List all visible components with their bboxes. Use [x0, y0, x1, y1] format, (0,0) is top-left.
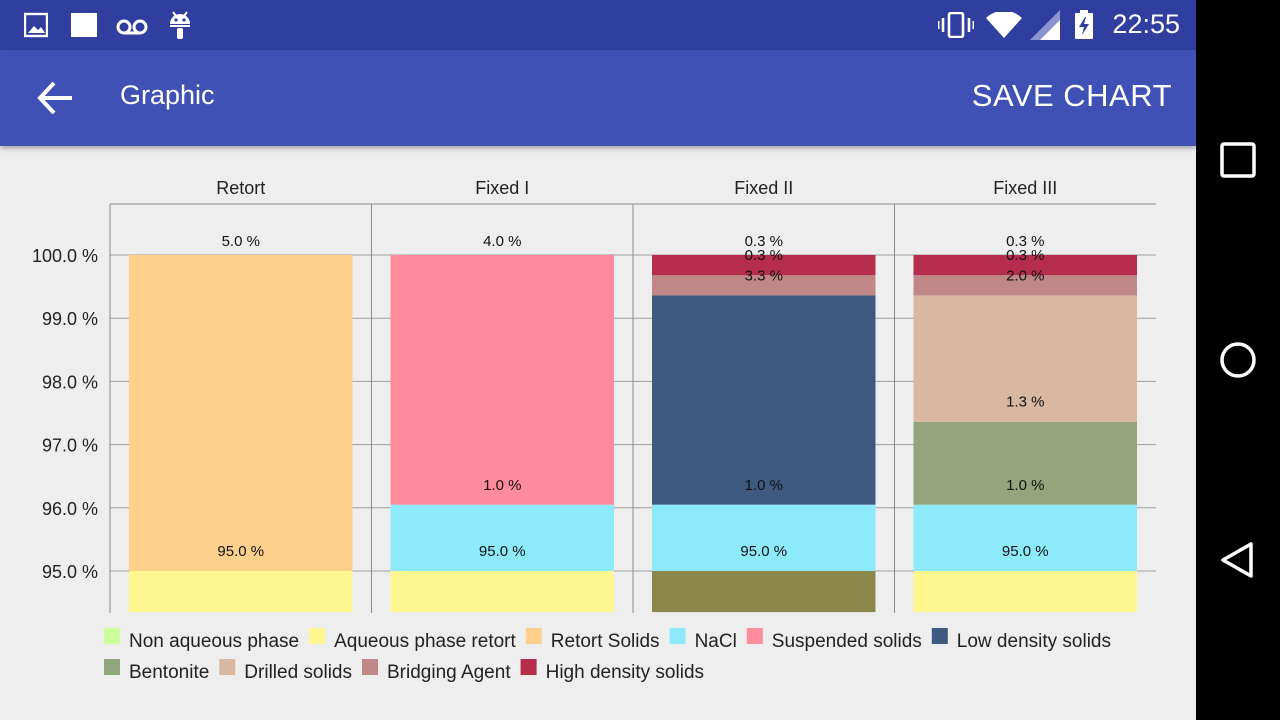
bar-segment — [913, 255, 1137, 276]
legend-label: Low density solids — [957, 631, 1111, 652]
bar-segment — [390, 504, 614, 571]
bar-segment — [913, 504, 1137, 571]
legend-label: Aqueous phase retort — [334, 631, 516, 652]
status-time: 22:55 — [1112, 9, 1180, 39]
voicemail-icon — [116, 19, 148, 35]
legend-label: Bridging Agent — [387, 662, 511, 683]
category-label: Fixed II — [734, 178, 793, 198]
legend-label: Suspended solids — [772, 631, 922, 652]
data-label: 0.3 % — [1006, 247, 1044, 264]
data-label: 1.0 % — [745, 477, 783, 494]
home-icon[interactable] — [1214, 336, 1262, 384]
legend-label: NaCl — [695, 631, 737, 652]
status-bar: 22:55 — [0, 0, 1196, 50]
data-label: 95.0 % — [479, 543, 526, 560]
legend-swatch — [104, 628, 120, 644]
bar-segment — [913, 571, 1137, 613]
bar-segment — [390, 571, 614, 613]
data-label: 3.3 % — [745, 267, 783, 284]
legend-swatch — [104, 659, 120, 675]
app-bar: Graphic SAVE CHART — [0, 50, 1196, 146]
bar-segment — [652, 295, 876, 505]
data-label: 1.0 % — [483, 477, 521, 494]
data-label: 1.0 % — [1006, 477, 1044, 494]
legend-label: Bentonite — [129, 662, 209, 683]
legend-swatch — [520, 659, 537, 675]
android-icon — [170, 11, 190, 39]
bar-segment — [129, 571, 353, 613]
category-label: Fixed III — [993, 178, 1057, 198]
legend-swatch — [309, 628, 326, 644]
stacked-bar-chart: 95.0 % 96.0 % 97.0 % 98.0 % 99.0 % 100.0 % Ret… — [0, 146, 1196, 720]
wifi-icon — [986, 12, 1022, 38]
legend-label: Retort Solids — [551, 631, 660, 652]
back-button[interactable] — [28, 72, 84, 124]
bar-segment — [913, 275, 1137, 296]
category-label: Fixed I — [475, 178, 529, 198]
bar-total-label: 0.3 % — [1006, 233, 1044, 250]
bar-total-label: 5.0 % — [222, 233, 260, 250]
legend-label: Drilled solids — [244, 662, 352, 683]
data-label: 95.0 % — [217, 543, 264, 560]
chart-svg: 95.0 % 96.0 % 97.0 % 98.0 % 99.0 % 100.0 % Ret… — [32, 178, 1156, 683]
data-label: 95.0 % — [740, 543, 787, 560]
bar-segment — [913, 295, 1137, 422]
bar-segment — [652, 571, 876, 613]
save-chart-button[interactable]: SAVE CHART — [971, 78, 1172, 113]
bar-segment — [652, 504, 876, 571]
app-screen: 22:55 Graphic SAVE CHART 95.0 % 96.0 % 97.… — [0, 0, 1196, 720]
legend-swatch — [746, 628, 763, 644]
arrow-back-icon — [37, 81, 72, 115]
data-label: 1.3 % — [1006, 394, 1044, 411]
legend-swatch — [362, 659, 378, 675]
page-title: Graphic — [120, 80, 215, 110]
signal-icon — [1030, 10, 1060, 40]
y-tick-label: 100.0 % — [32, 246, 98, 266]
bar-total-label: 0.3 % — [745, 233, 783, 250]
navigation-bar — [1196, 0, 1280, 720]
bar-total-label: 4.0 % — [483, 233, 521, 250]
category-label: Retort — [216, 178, 265, 198]
bar-segment — [129, 255, 353, 571]
legend-label: Non aqueous phase — [129, 631, 299, 652]
y-tick-label: 98.0 % — [42, 372, 98, 392]
y-tick-label: 96.0 % — [42, 499, 98, 519]
y-tick-label: 97.0 % — [42, 436, 98, 456]
back-triangle-icon[interactable] — [1214, 536, 1262, 584]
legend-swatch — [525, 628, 542, 644]
data-label: 95.0 % — [1002, 543, 1049, 560]
vibrate-icon — [938, 12, 974, 38]
y-tick-label: 95.0 % — [42, 562, 98, 582]
battery-charging-icon — [1075, 10, 1093, 39]
bar-segment — [652, 275, 876, 296]
legend-swatch — [219, 659, 236, 675]
square-notification-icon — [71, 13, 97, 37]
bar-segment — [913, 421, 1137, 505]
data-label: 2.0 % — [1006, 267, 1044, 284]
bar-segment — [390, 255, 614, 505]
legend-label: High density solids — [546, 662, 704, 683]
data-label: 0.3 % — [745, 247, 783, 264]
legend-swatch — [669, 628, 686, 644]
y-tick-label: 99.0 % — [42, 309, 98, 329]
bar-segment — [652, 255, 876, 276]
recents-icon[interactable] — [1214, 136, 1262, 184]
legend-swatch — [931, 628, 948, 644]
image-icon — [24, 12, 48, 38]
